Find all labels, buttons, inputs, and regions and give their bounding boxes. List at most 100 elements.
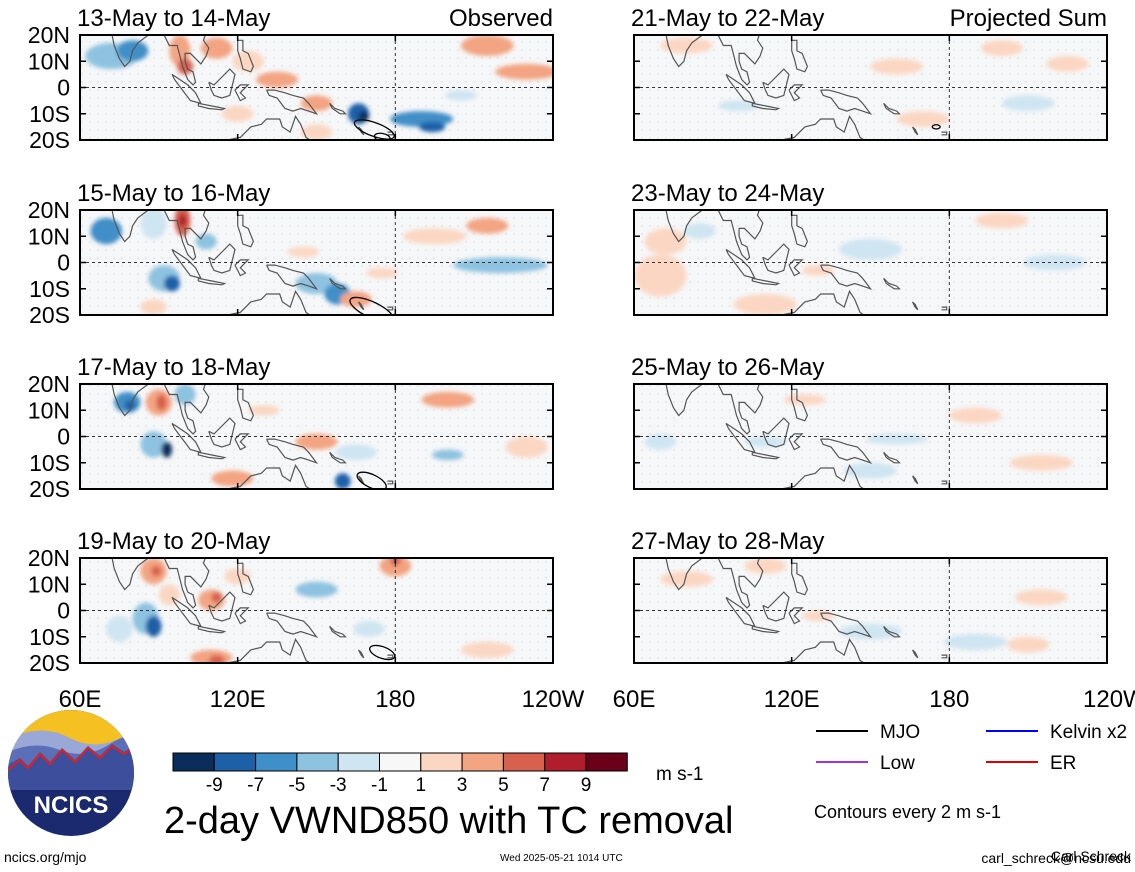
coastline xyxy=(762,68,790,99)
anomaly-blob xyxy=(353,621,385,637)
x-tick-label: 120W xyxy=(522,686,585,713)
contour-note: Contours every 2 m s-1 xyxy=(814,802,1002,822)
coastline xyxy=(941,480,948,485)
colorbar-label: -1 xyxy=(371,775,388,796)
anomaly-blob xyxy=(174,384,196,405)
logo-text: NCICS xyxy=(34,792,109,819)
colorbar-label: 3 xyxy=(457,775,468,796)
anomaly-blob xyxy=(896,111,950,127)
anomaly-blob xyxy=(295,581,338,598)
coastline xyxy=(111,210,210,261)
coastlines xyxy=(665,210,948,315)
panel-title: 19-May to 20-May xyxy=(77,528,270,555)
anomaly-blob xyxy=(161,441,172,458)
anomaly-field xyxy=(634,212,1086,315)
axis-labels: 13-May to 14-May Observed20N10N010S20S15-… xyxy=(28,5,1135,866)
coastline xyxy=(387,480,394,485)
footer-url[interactable]: ncics.org/mjo xyxy=(4,849,87,865)
anomaly-blob xyxy=(158,584,180,606)
coastline xyxy=(751,277,781,286)
coastline xyxy=(791,562,809,596)
x-tick-label: 120W xyxy=(1083,686,1135,713)
y-tick-label: 10N xyxy=(28,397,70,423)
coastline xyxy=(911,301,919,311)
anomaly-blob xyxy=(838,623,903,640)
anomaly-blob xyxy=(90,217,123,245)
panel-frame xyxy=(79,557,554,664)
anomaly-blob xyxy=(432,449,464,461)
coastline xyxy=(266,612,319,638)
panel-title: 25-May to 26-May xyxy=(631,354,824,381)
tc-contour xyxy=(349,296,395,315)
coastline xyxy=(941,306,948,311)
y-tick-label: 10S xyxy=(29,276,70,302)
colorbar-swatch xyxy=(544,752,587,772)
coastline xyxy=(387,654,394,659)
coastline xyxy=(780,290,866,315)
legend: MJO Kelvin x2 Low ER xyxy=(816,722,1127,774)
y-tick-label: 10N xyxy=(28,48,70,74)
colorbar-label: 7 xyxy=(539,775,550,796)
figure-title: 2-day VWND850 with TC removal xyxy=(164,800,734,842)
legend-label: Low xyxy=(880,753,915,774)
anomaly-blob xyxy=(1015,589,1068,606)
ncics-logo: NCICS xyxy=(8,710,134,836)
anomaly-blob xyxy=(634,254,687,297)
coastline xyxy=(208,243,236,274)
colorbar-units: m s-1 xyxy=(656,764,704,785)
coastline xyxy=(197,277,227,286)
y-tick-label: 10N xyxy=(28,223,70,249)
colorbar-label: -9 xyxy=(206,775,223,796)
map-panel xyxy=(79,209,554,316)
anomaly-blob xyxy=(445,90,477,101)
colorbar-swatch xyxy=(379,752,422,772)
y-tick-label: 10S xyxy=(29,624,70,650)
coastline xyxy=(751,102,781,111)
coastline xyxy=(665,558,764,609)
coastlines xyxy=(665,558,948,663)
colorbar-swatch xyxy=(213,752,257,772)
tc-contour xyxy=(356,471,387,489)
y-tick-label: 20S xyxy=(29,127,70,153)
x-tick-label: 60E xyxy=(613,686,656,713)
coastline xyxy=(197,451,227,460)
coastline xyxy=(237,39,255,73)
anomaly-blob xyxy=(106,615,133,642)
coastline xyxy=(329,451,347,464)
coastline xyxy=(226,638,312,663)
anomaly-blob xyxy=(644,228,687,255)
anomaly-blob xyxy=(156,394,167,411)
map-panel xyxy=(633,383,1108,490)
coastline xyxy=(237,214,255,248)
coastline xyxy=(820,89,873,115)
panel-frame xyxy=(633,34,1108,141)
anomaly-blob xyxy=(418,121,446,133)
coastline xyxy=(751,625,781,634)
coastline xyxy=(762,417,790,448)
coastlines xyxy=(665,384,948,489)
coastline xyxy=(788,259,804,277)
coastline xyxy=(883,625,901,638)
anomaly-blob xyxy=(256,71,299,88)
y-tick-label: 0 xyxy=(57,598,70,624)
coastline xyxy=(780,115,866,140)
map-panel xyxy=(79,34,554,141)
coastline xyxy=(208,591,236,622)
map-panel xyxy=(633,34,1108,141)
anomaly-blob xyxy=(505,436,548,458)
y-tick-label: 20N xyxy=(28,545,70,571)
coastline xyxy=(883,102,901,115)
coastline xyxy=(329,625,347,638)
coastlines xyxy=(111,384,394,489)
colorbar-label: 1 xyxy=(416,775,427,796)
coastline xyxy=(208,417,236,448)
panel-title: 21-May to 22-May xyxy=(631,5,824,32)
coastline xyxy=(197,625,227,634)
anomaly-blob xyxy=(718,100,761,112)
coastline xyxy=(788,84,804,102)
y-tick-label: 0 xyxy=(57,250,70,276)
anomaly-blob xyxy=(140,299,167,315)
coastlines xyxy=(111,35,395,140)
anomaly-blob xyxy=(178,213,187,228)
tc-contour xyxy=(369,644,396,661)
